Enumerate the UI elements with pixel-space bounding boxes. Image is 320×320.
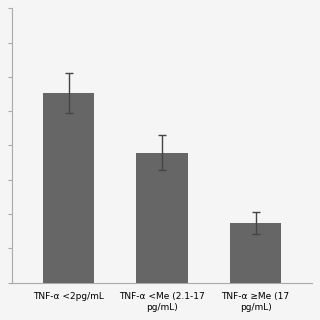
Bar: [136, 153, 188, 283]
Bar: [43, 93, 94, 283]
Bar: [230, 223, 281, 283]
